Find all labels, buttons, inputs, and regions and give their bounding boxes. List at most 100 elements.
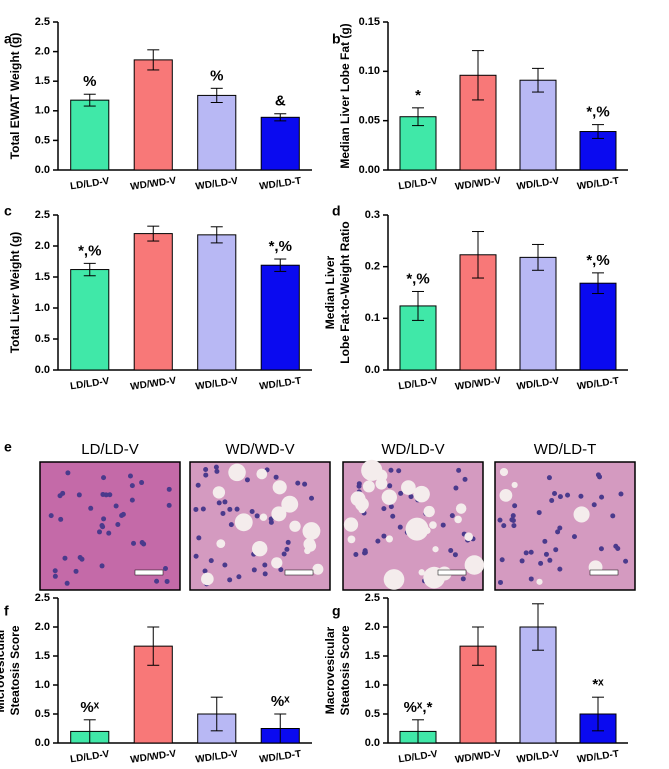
- lipid-droplet: [256, 468, 268, 480]
- nucleus: [222, 499, 228, 505]
- y-tick-label: 1.5: [35, 650, 50, 662]
- nucleus: [555, 529, 561, 535]
- error-bar: [592, 696, 604, 732]
- lipid-droplet: [511, 481, 518, 489]
- nucleus: [309, 495, 315, 501]
- image-title: WD/WD-V: [225, 441, 294, 458]
- error-bar: [472, 626, 484, 666]
- x-tick-label: WD/WD-V: [454, 375, 502, 392]
- error-bar: [412, 290, 424, 321]
- bar: [70, 99, 110, 171]
- lipid-droplet: [272, 480, 287, 495]
- nucleus: [208, 558, 214, 564]
- nucleus: [166, 502, 172, 508]
- bar: [133, 59, 173, 171]
- nucleus: [166, 486, 172, 492]
- nucleus: [129, 497, 135, 503]
- nucleus: [244, 477, 250, 483]
- lipid-droplet: [455, 503, 467, 514]
- nucleus: [528, 549, 534, 555]
- y-tick-label: 0.0: [35, 164, 50, 176]
- annotation: *ˣ: [592, 676, 604, 693]
- y-tick-label: 2.0: [365, 621, 380, 633]
- y-axis-label: Total Liver Weight (g): [8, 232, 22, 354]
- lipid-droplet: [228, 463, 246, 482]
- nucleus: [542, 538, 548, 544]
- nucleus: [139, 480, 145, 486]
- y-tick-label: 0.5: [35, 333, 50, 345]
- nucleus: [127, 473, 133, 479]
- nucleus: [193, 553, 199, 559]
- x-tick-label: LD/LD-V: [398, 749, 439, 765]
- nucleus: [499, 557, 505, 563]
- nucleus: [278, 567, 284, 573]
- x-tick-label: WD/LD-V: [195, 176, 239, 193]
- error-bar: [274, 113, 287, 122]
- error-bar: [147, 626, 160, 666]
- y-tick-label: 0.0: [365, 364, 380, 376]
- lipid-droplet: [234, 513, 253, 532]
- error-bar: [412, 719, 424, 744]
- lipid-droplet: [405, 517, 429, 541]
- error-bar: [147, 225, 160, 242]
- x-tick-label: WD/WD-V: [454, 175, 502, 192]
- lipid-droplet: [216, 539, 226, 549]
- nucleus: [610, 513, 616, 519]
- nucleus: [52, 573, 58, 579]
- bar: [197, 234, 237, 371]
- nucleus: [460, 576, 466, 582]
- nucleus: [48, 513, 54, 519]
- error-bar: [210, 696, 223, 732]
- y-tick-label: 0.00: [359, 164, 380, 176]
- nucleus: [222, 562, 228, 568]
- lipid-droplet: [289, 520, 301, 532]
- y-tick-label: 2.5: [35, 592, 50, 604]
- lipid-droplet: [347, 535, 356, 544]
- nucleus: [552, 491, 558, 497]
- error-bar: [472, 50, 484, 101]
- image-title: LD/LD-V: [81, 441, 139, 458]
- error-bar: [274, 713, 287, 744]
- annotation: %ˣ: [80, 699, 99, 716]
- x-tick-label: LD/LD-V: [69, 176, 110, 192]
- nucleus: [362, 548, 368, 554]
- x-tick-label: WD/WD-V: [454, 748, 502, 765]
- nucleus: [65, 470, 71, 476]
- scale-bar: [134, 569, 164, 576]
- y-tick-label: 2.0: [35, 240, 50, 252]
- y-tick-label: 0.3: [365, 209, 380, 221]
- panel-letter: g: [332, 603, 341, 619]
- nucleus: [216, 500, 222, 506]
- nucleus: [557, 494, 563, 500]
- nucleus: [214, 468, 220, 474]
- x-tick-label: WD/LD-T: [576, 749, 619, 766]
- nucleus: [154, 578, 160, 584]
- x-tick-label: WD/WD-V: [130, 175, 178, 192]
- error-bar: [592, 272, 604, 295]
- nucleus: [538, 560, 544, 566]
- nucleus: [203, 472, 209, 478]
- nucleus: [381, 506, 387, 512]
- nucleus: [281, 551, 287, 557]
- nucleus: [543, 551, 549, 557]
- nucleus: [285, 539, 291, 545]
- nucleus: [106, 530, 112, 536]
- x-tick-label: WD/WD-V: [130, 375, 178, 392]
- y-axis-label: Median Liver: [323, 255, 337, 329]
- nucleus: [254, 513, 260, 519]
- histology-image: [342, 459, 485, 591]
- nucleus: [228, 522, 234, 528]
- annotation: *,%: [78, 242, 101, 259]
- lipid-droplet: [499, 488, 513, 502]
- error-bar: [532, 243, 544, 271]
- nucleus: [129, 483, 135, 489]
- annotation: *,%: [586, 104, 609, 121]
- nucleus: [553, 547, 559, 553]
- histology-image: [494, 461, 636, 591]
- annotation: *: [415, 87, 421, 104]
- nucleus: [227, 577, 233, 583]
- nucleus: [131, 540, 137, 546]
- bar: [519, 256, 557, 371]
- bar: [519, 79, 557, 171]
